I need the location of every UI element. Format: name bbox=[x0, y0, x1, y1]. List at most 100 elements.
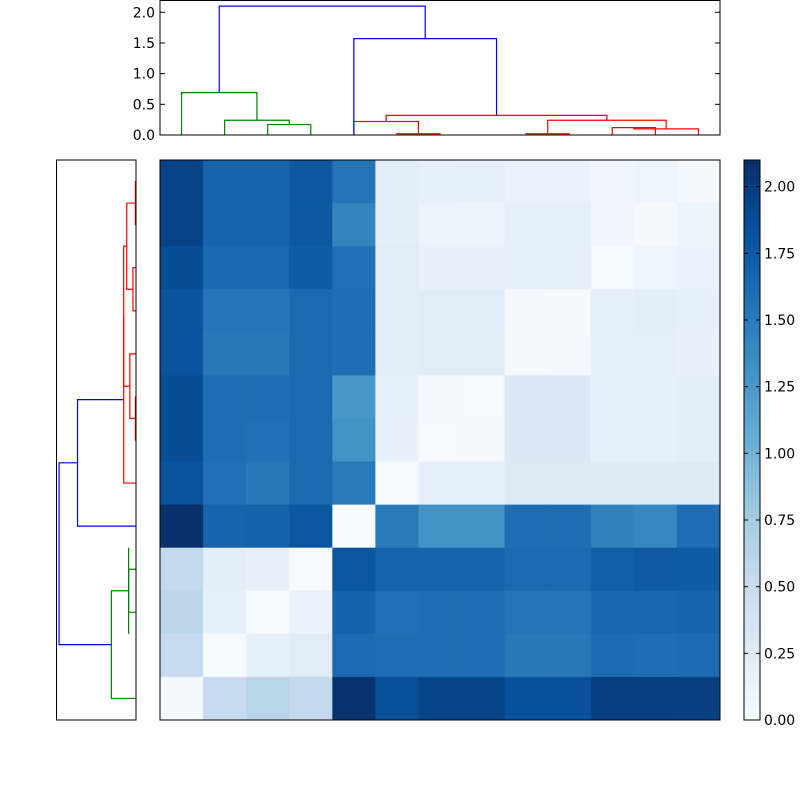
heatmap-cell-1-7 bbox=[461, 203, 506, 247]
top-dendrogram-ytick-label: 1.5 bbox=[133, 36, 155, 52]
colorbar-segment bbox=[744, 668, 760, 673]
heatmap-cell-2-12 bbox=[676, 246, 721, 290]
heatmap-cell-7-9 bbox=[547, 461, 592, 506]
colorbar-segment bbox=[744, 448, 760, 453]
heatmap-cell-7-1 bbox=[203, 461, 247, 506]
colorbar-segment bbox=[744, 188, 760, 193]
colorbar-segment bbox=[744, 680, 760, 685]
colorbar-segment bbox=[744, 328, 760, 333]
heatmap-cell-4-6 bbox=[418, 332, 463, 376]
heatmap-cell-3-2 bbox=[246, 289, 290, 333]
heatmap-cell-5-0 bbox=[160, 375, 204, 419]
colorbar-segment bbox=[744, 220, 760, 225]
heatmap-cell-10-6 bbox=[418, 590, 463, 635]
heatmap-cell-6-11 bbox=[633, 418, 678, 463]
colorbar-segment bbox=[744, 388, 760, 393]
colorbar-segment bbox=[744, 308, 760, 313]
colorbar-segment bbox=[744, 572, 760, 577]
heatmap-cell-12-10 bbox=[590, 676, 635, 721]
colorbar-segment bbox=[744, 336, 760, 341]
colorbar-segment bbox=[744, 656, 760, 661]
heatmap-cell-3-7 bbox=[461, 289, 506, 333]
heatmap-cell-9-2 bbox=[246, 547, 290, 592]
left-dendrogram bbox=[56, 159, 137, 721]
colorbar-segment bbox=[744, 596, 760, 601]
colorbar-segment bbox=[744, 604, 760, 609]
heatmap-cell-0-4 bbox=[332, 160, 376, 204]
heatmap-cell-11-12 bbox=[676, 633, 721, 678]
colorbar-segment bbox=[744, 496, 760, 501]
heatmap-cell-2-4 bbox=[332, 246, 376, 290]
heatmap-cell-2-5 bbox=[375, 246, 419, 290]
colorbar-segment bbox=[744, 376, 760, 381]
colorbar-segment bbox=[744, 712, 760, 717]
heatmap-frame bbox=[159, 159, 721, 721]
colorbar-segment bbox=[744, 276, 760, 281]
heatmap-cell-11-3 bbox=[289, 633, 333, 678]
colorbar-segment bbox=[744, 516, 760, 521]
colorbar-segment bbox=[744, 544, 760, 549]
colorbar-segment bbox=[744, 648, 760, 653]
colorbar-tick-label: 0.75 bbox=[764, 513, 795, 529]
heatmap-cell-0-3 bbox=[289, 160, 333, 204]
colorbar-segment bbox=[744, 400, 760, 405]
heatmap-cell-12-9 bbox=[547, 676, 592, 721]
heatmap-cell-4-8 bbox=[504, 332, 549, 376]
heatmap-cell-9-8 bbox=[504, 547, 549, 592]
left-dendrogram-link-10 bbox=[76, 399, 136, 527]
colorbar-segment bbox=[744, 184, 760, 189]
heatmap-cell-1-3 bbox=[289, 203, 333, 247]
colorbar-segment bbox=[744, 364, 760, 369]
heatmap-cell-11-6 bbox=[418, 633, 463, 678]
heatmap-cell-2-0 bbox=[160, 246, 204, 290]
heatmap-cell-7-11 bbox=[633, 461, 678, 506]
heatmap-cell-5-7 bbox=[461, 375, 506, 419]
heatmap-cell-5-9 bbox=[547, 375, 592, 419]
heatmap-cell-4-10 bbox=[590, 332, 635, 376]
heatmap-cell-1-5 bbox=[375, 203, 419, 247]
heatmap-cell-4-4 bbox=[332, 332, 376, 376]
top-dendrogram-link-6 bbox=[385, 114, 608, 122]
colorbar-segment bbox=[744, 468, 760, 473]
heatmap bbox=[159, 159, 721, 721]
top-dendrogram-ytick-label: 2.0 bbox=[133, 5, 155, 21]
heatmap-cell-1-10 bbox=[590, 203, 635, 247]
colorbar-segment bbox=[744, 440, 760, 445]
left-dendrogram-link-7 bbox=[128, 568, 136, 613]
heatmap-cell-10-7 bbox=[461, 590, 506, 635]
colorbar-segment bbox=[744, 688, 760, 693]
colorbar-segment bbox=[744, 408, 760, 413]
top-dendrogram-ytick-label: 1.0 bbox=[133, 67, 155, 83]
colorbar-segment bbox=[744, 224, 760, 229]
colorbar-segment bbox=[744, 512, 760, 517]
colorbar-segment bbox=[744, 228, 760, 233]
heatmap-cell-4-3 bbox=[289, 332, 333, 376]
top-dendrogram-link-8 bbox=[224, 119, 290, 135]
colorbar-segment bbox=[744, 240, 760, 245]
colorbar-segment bbox=[744, 484, 760, 489]
heatmap-cell-12-2 bbox=[246, 676, 290, 721]
heatmap-cell-5-12 bbox=[676, 375, 721, 419]
heatmap-cell-2-8 bbox=[504, 246, 549, 290]
left-dendrogram-link-11 bbox=[58, 462, 112, 646]
heatmap-cell-2-6 bbox=[418, 246, 463, 290]
heatmap-cell-0-0 bbox=[160, 160, 204, 204]
heatmap-cell-11-8 bbox=[504, 633, 549, 678]
heatmap-cell-9-5 bbox=[375, 547, 419, 592]
colorbar-segment bbox=[744, 288, 760, 293]
left-dendrogram-link-6 bbox=[123, 316, 136, 484]
heatmap-cell-4-0 bbox=[160, 332, 204, 376]
heatmap-cell-7-8 bbox=[504, 461, 549, 506]
colorbar-segment bbox=[744, 696, 760, 701]
colorbar-segment bbox=[744, 332, 760, 337]
heatmap-cell-1-2 bbox=[246, 203, 290, 247]
colorbar-segment bbox=[744, 296, 760, 301]
heatmap-cell-0-10 bbox=[590, 160, 635, 204]
heatmap-cell-1-8 bbox=[504, 203, 549, 247]
colorbar-segment bbox=[744, 560, 760, 565]
colorbar-segment bbox=[744, 268, 760, 273]
colorbar-segment bbox=[744, 312, 760, 317]
heatmap-cell-9-10 bbox=[590, 547, 635, 592]
colorbar-segment bbox=[744, 216, 760, 221]
colorbar-tick-label: 1.75 bbox=[764, 246, 795, 262]
